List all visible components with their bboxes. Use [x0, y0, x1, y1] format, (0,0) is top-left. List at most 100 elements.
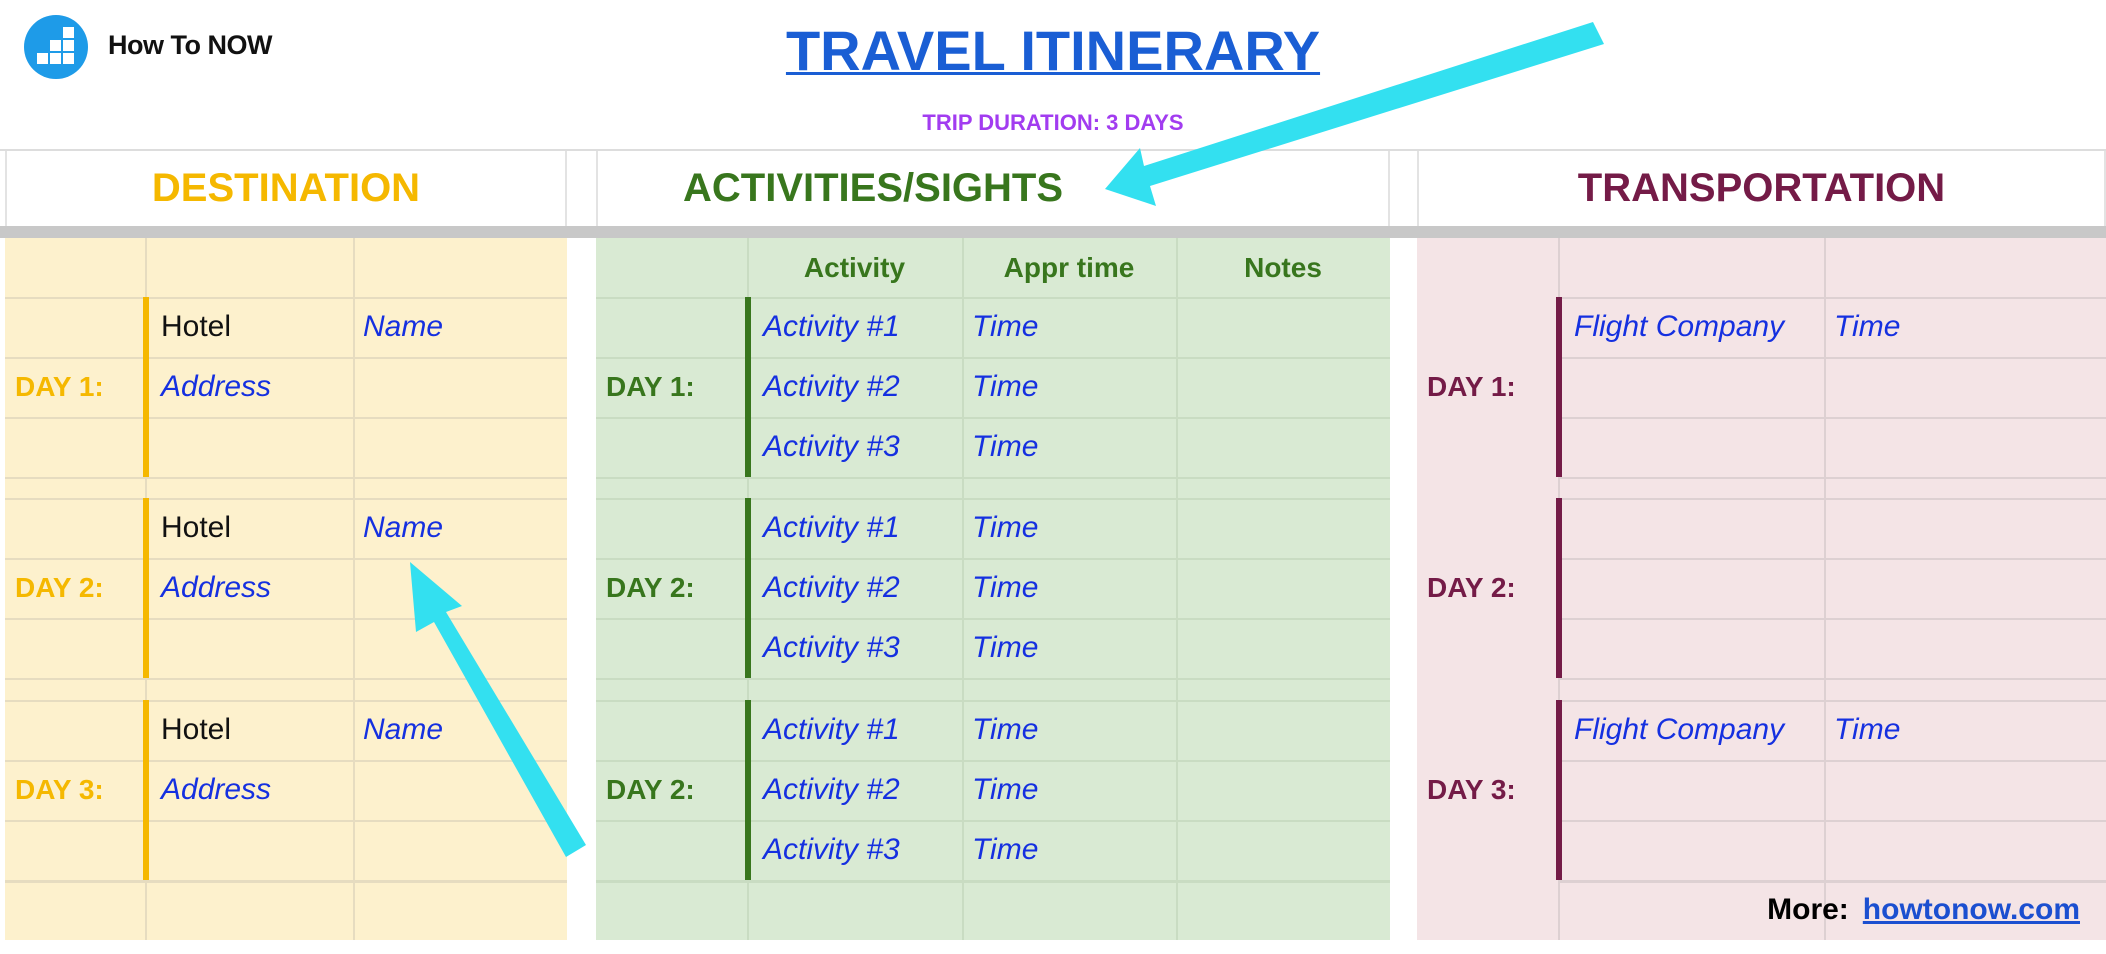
entry-cell[interactable]: [1564, 760, 1824, 820]
entry-cell[interactable]: [1824, 820, 2106, 880]
entry-cell[interactable]: Time: [972, 713, 1039, 746]
entry-cell[interactable]: [1176, 760, 1390, 820]
entry-cell[interactable]: Hotel: [161, 310, 232, 343]
entry-cell[interactable]: [1564, 618, 1824, 678]
entry-cell[interactable]: [1564, 820, 1824, 880]
entry-cell[interactable]: Time: [972, 773, 1039, 806]
day-accent-bar: [1556, 700, 1562, 880]
grid-line: [596, 760, 1390, 762]
entry-cell[interactable]: [1824, 558, 2106, 618]
entry-cell[interactable]: Activity #3: [763, 430, 900, 463]
entry-cell[interactable]: [1824, 618, 2106, 678]
entry-cell[interactable]: [1564, 498, 1824, 558]
grid-line: [5, 477, 567, 479]
day-label: DAY 1:: [606, 371, 695, 402]
entry-cell[interactable]: Address: [161, 571, 272, 604]
page-title: TRAVEL ITINERARY: [785, 19, 1321, 82]
entry-cell[interactable]: [1176, 618, 1390, 678]
grid-line: [5, 498, 567, 500]
grid-line: [596, 417, 1390, 419]
entry-cell[interactable]: Address: [161, 370, 272, 403]
grid-line: [596, 558, 1390, 560]
day-label: DAY 2:: [1427, 572, 1516, 603]
entry-cell[interactable]: [353, 618, 567, 678]
entry-cell[interactable]: Time: [972, 310, 1039, 343]
entry-cell[interactable]: [1176, 297, 1390, 357]
entry-cell[interactable]: Hotel: [161, 511, 232, 544]
entry-cell[interactable]: Time: [972, 430, 1039, 463]
entry-cell[interactable]: [1824, 760, 2106, 820]
entry-cell[interactable]: Activity #2: [763, 370, 900, 403]
entry-cell[interactable]: Activity #3: [763, 631, 900, 664]
grid-line: [596, 700, 1390, 702]
grid-line: [1558, 477, 2106, 479]
entry-cell[interactable]: [353, 417, 567, 477]
entry-cell[interactable]: [151, 820, 353, 880]
entry-cell[interactable]: [1824, 357, 2106, 417]
entry-cell[interactable]: Name: [363, 310, 444, 343]
entry-cell[interactable]: [1176, 700, 1390, 760]
entry-cell[interactable]: Time: [972, 370, 1039, 403]
entry-cell[interactable]: [1176, 820, 1390, 880]
brand-name: How To NOW: [108, 30, 272, 60]
grid-line: [1558, 297, 2106, 299]
entry-cell[interactable]: [1564, 417, 1824, 477]
entry-cell[interactable]: [151, 618, 353, 678]
entry-cell[interactable]: Activity #1: [763, 713, 900, 746]
grid-line: [596, 820, 1390, 822]
entry-cell[interactable]: [1564, 357, 1824, 417]
grid-line: [1558, 881, 2106, 883]
entry-cell[interactable]: [1564, 558, 1824, 618]
entry-cell[interactable]: Flight Company: [1574, 310, 1785, 343]
grid-line: [596, 498, 1390, 500]
entry-cell[interactable]: Hotel: [161, 713, 232, 746]
entry-cell[interactable]: [1176, 417, 1390, 477]
entry-cell[interactable]: Time: [972, 511, 1039, 544]
day-accent-bar: [745, 700, 751, 880]
grid-line: [1558, 700, 2106, 702]
day-label: DAY 2:: [606, 572, 695, 603]
entry-cell[interactable]: [1176, 357, 1390, 417]
grid-line: [596, 477, 1390, 479]
grid-line: [5, 760, 567, 762]
entry-cell[interactable]: [1176, 558, 1390, 618]
activities-section: Activity Appr time Notes DAY 1: Activity #1 T…: [596, 238, 1390, 940]
entry-cell[interactable]: Flight Company: [1574, 713, 1785, 746]
grid-line: [1558, 558, 2106, 560]
grid-line: [596, 881, 1390, 883]
entry-cell[interactable]: [353, 558, 567, 618]
destination-header: DESTINATION: [5, 151, 567, 226]
column-header: Activity: [803, 251, 906, 283]
footer-more: More: howtonow.com: [1767, 893, 2080, 927]
howtonow-link[interactable]: howtonow.com: [1862, 893, 2080, 926]
entry-cell[interactable]: [1824, 498, 2106, 558]
entry-cell[interactable]: [353, 357, 567, 417]
entry-cell[interactable]: Activity #1: [763, 511, 900, 544]
day-accent-bar: [1556, 498, 1562, 678]
entry-cell[interactable]: Time: [1834, 713, 1901, 746]
day-label: DAY 3:: [1427, 774, 1516, 805]
entry-cell[interactable]: Name: [363, 511, 444, 544]
entry-cell[interactable]: Activity #3: [763, 833, 900, 866]
destination-section: DAY 1: Hotel Name Address DAY 2: Hotel Name Add…: [5, 238, 567, 940]
entry-cell[interactable]: Activity #2: [763, 571, 900, 604]
grid-line: [1558, 760, 2106, 762]
grid-line: [5, 881, 567, 883]
entry-cell[interactable]: Name: [363, 713, 444, 746]
entry-cell[interactable]: [353, 760, 567, 820]
entry-cell[interactable]: [353, 820, 567, 880]
entry-cell[interactable]: Time: [972, 571, 1039, 604]
entry-cell[interactable]: Activity #2: [763, 773, 900, 806]
entry-cell[interactable]: Time: [1834, 310, 1901, 343]
entry-cell[interactable]: Time: [972, 631, 1039, 664]
entry-cell[interactable]: [151, 417, 353, 477]
column-header: Appr time: [1003, 251, 1135, 283]
entry-cell[interactable]: Address: [161, 773, 272, 806]
day-accent-bar: [745, 498, 751, 678]
entry-cell[interactable]: [1824, 417, 2106, 477]
entry-cell[interactable]: [1176, 498, 1390, 558]
grid-line: [1558, 820, 2106, 822]
entry-cell[interactable]: Time: [972, 833, 1039, 866]
activities-header: ACTIVITIES/SIGHTS: [596, 151, 1390, 226]
entry-cell[interactable]: Activity #1: [763, 310, 900, 343]
